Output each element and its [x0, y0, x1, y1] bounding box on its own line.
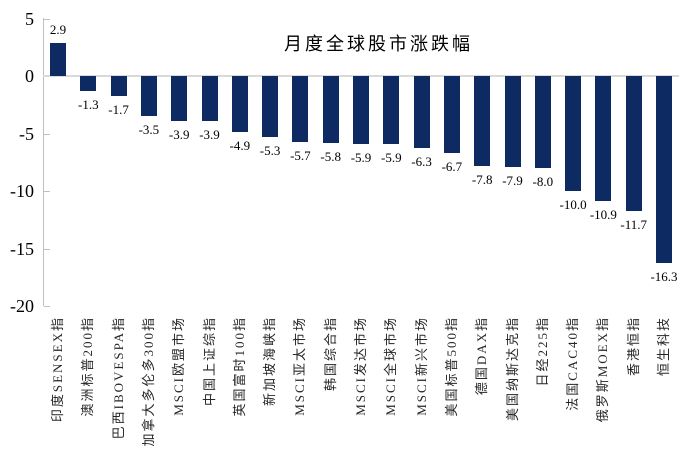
- bar-value-label: -3.9: [168, 126, 190, 142]
- bar-value-label: -5.7: [290, 147, 311, 163]
- x-axis-category-label: 美国标普500指: [443, 316, 459, 417]
- bar-value-label: -16.3: [650, 269, 678, 285]
- bar: [322, 76, 339, 143]
- bar-value-label: -7.8: [471, 171, 493, 187]
- x-axis-category-label: 德国DAX指: [474, 316, 490, 396]
- bar: [383, 76, 400, 144]
- bar-value-label: -5.9: [381, 149, 402, 165]
- bar: [262, 76, 279, 137]
- x-axis-category-label: 香港恒指: [625, 316, 641, 377]
- bar-value-label: -10.9: [589, 207, 617, 223]
- bar-value-label: -4.9: [229, 138, 251, 154]
- bar: [534, 76, 551, 168]
- y-axis-tick-label: -5: [19, 123, 34, 144]
- y-axis-tick-label: -10: [10, 181, 34, 201]
- chart-title: 月度全球股市涨跌幅: [284, 34, 473, 54]
- y-axis-tick: [44, 306, 50, 307]
- bar: [595, 76, 612, 202]
- x-axis-category-label: MSCI欧盟市场: [171, 316, 187, 416]
- bar: [353, 76, 369, 144]
- x-axis-category-label: 中国上证综指: [201, 316, 217, 407]
- bar-value-label: -5.3: [259, 142, 281, 158]
- x-axis-category-label: 新加坡海峡指: [262, 316, 278, 407]
- bar-value-label: -8.0: [532, 174, 554, 189]
- x-axis-category-label: 英国富时100指: [231, 316, 247, 417]
- x-axis-category-label: 日经225指: [534, 316, 550, 387]
- y-axis-tick: [44, 191, 50, 192]
- y-axis-line: [43, 18, 44, 306]
- y-axis-tick-label: 0: [25, 66, 34, 86]
- bar-value-label: -11.7: [620, 216, 647, 232]
- bar-value-label: -7.9: [502, 172, 523, 188]
- bar: [413, 76, 430, 149]
- bar-value-label: -3.9: [199, 126, 220, 142]
- bar: [625, 76, 642, 211]
- bar-value-label: -1.7: [108, 101, 129, 117]
- bar: [110, 76, 127, 96]
- bar: [292, 76, 309, 142]
- y-axis-tick-label: -20: [10, 296, 34, 316]
- y-axis-tick-label: -15: [10, 238, 34, 259]
- bar-value-label: -6.7: [441, 159, 463, 175]
- bar: [474, 76, 491, 166]
- bar: [171, 76, 188, 121]
- y-axis-tick: [44, 18, 50, 20]
- x-axis-category-label: 加拿大多伦多300指: [140, 316, 156, 447]
- y-axis-tick: [44, 133, 50, 135]
- x-axis-category-label: 韩国综合指: [322, 316, 338, 392]
- bar-value-label: -6.3: [411, 154, 432, 170]
- bar-value-label: 2.9: [49, 21, 67, 37]
- x-axis-category-label: MSCI全球市场: [383, 316, 399, 416]
- y-axis-tick-label: 5: [25, 8, 34, 29]
- bar-value-label: -5.8: [320, 148, 341, 164]
- x-axis-category-label: 美国纳斯达克指: [504, 316, 520, 422]
- y-axis-tick: [44, 248, 50, 250]
- bar: [50, 42, 66, 76]
- bar: [656, 76, 672, 264]
- x-axis-category-label: MSCI新兴市场: [413, 316, 429, 416]
- x-axis-category-label: 恒生科技: [656, 316, 671, 377]
- bar: [565, 76, 582, 191]
- bar-value-label: -10.0: [559, 197, 587, 212]
- bar: [80, 76, 97, 91]
- bar: [231, 76, 248, 133]
- x-axis-category-label: MSCI发达市场: [353, 316, 368, 416]
- bar: [443, 76, 460, 154]
- x-axis-category-label: 巴西IBOVESPA指: [110, 316, 126, 440]
- x-axis-category-label: 俄罗斯MOEX指: [595, 316, 611, 423]
- bar: [140, 76, 157, 117]
- x-axis-category-label: MSCI亚太市场: [292, 316, 308, 416]
- x-axis-category-label: 澳洲标普200指: [80, 316, 96, 417]
- bar: [201, 76, 218, 121]
- bar: [504, 76, 521, 167]
- bar-value-label: -3.5: [138, 122, 160, 138]
- bar-value-label: -5.9: [350, 149, 372, 165]
- x-axis-category-label: 印度SENSEX指: [50, 316, 65, 423]
- x-axis-category-label: 法国CAC40指: [565, 316, 581, 411]
- bar-value-label: -1.3: [78, 96, 99, 112]
